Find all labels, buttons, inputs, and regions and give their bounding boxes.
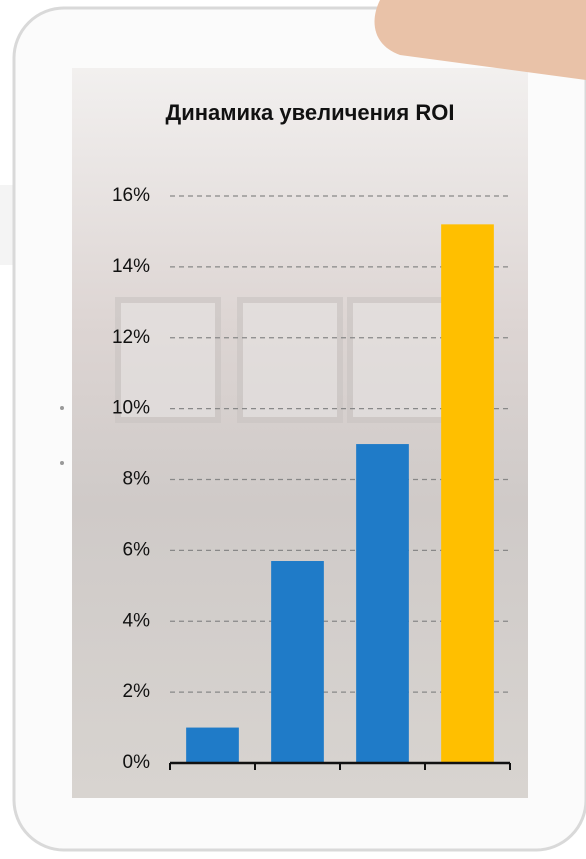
y-tick-label: 16% xyxy=(112,185,150,206)
y-tick-label: 8% xyxy=(123,469,151,490)
bar xyxy=(356,444,409,763)
y-tick-label: 6% xyxy=(123,539,151,560)
chart-title: Динамика увеличения ROI xyxy=(165,100,455,125)
y-tick-label: 0% xyxy=(123,752,151,773)
sensor xyxy=(60,461,64,465)
y-tick-label: 2% xyxy=(123,681,151,702)
bar xyxy=(186,727,239,763)
y-tick-label: 4% xyxy=(123,610,151,631)
picture-frame xyxy=(347,297,453,423)
y-tick-label: 10% xyxy=(112,398,150,419)
sensor xyxy=(60,406,64,410)
hand xyxy=(374,0,586,80)
bar xyxy=(441,224,494,764)
picture-frame xyxy=(115,297,221,423)
y-tick-label: 12% xyxy=(112,327,150,348)
bar xyxy=(271,561,324,763)
picture-frame xyxy=(237,297,343,423)
y-tick-label: 14% xyxy=(112,256,150,277)
